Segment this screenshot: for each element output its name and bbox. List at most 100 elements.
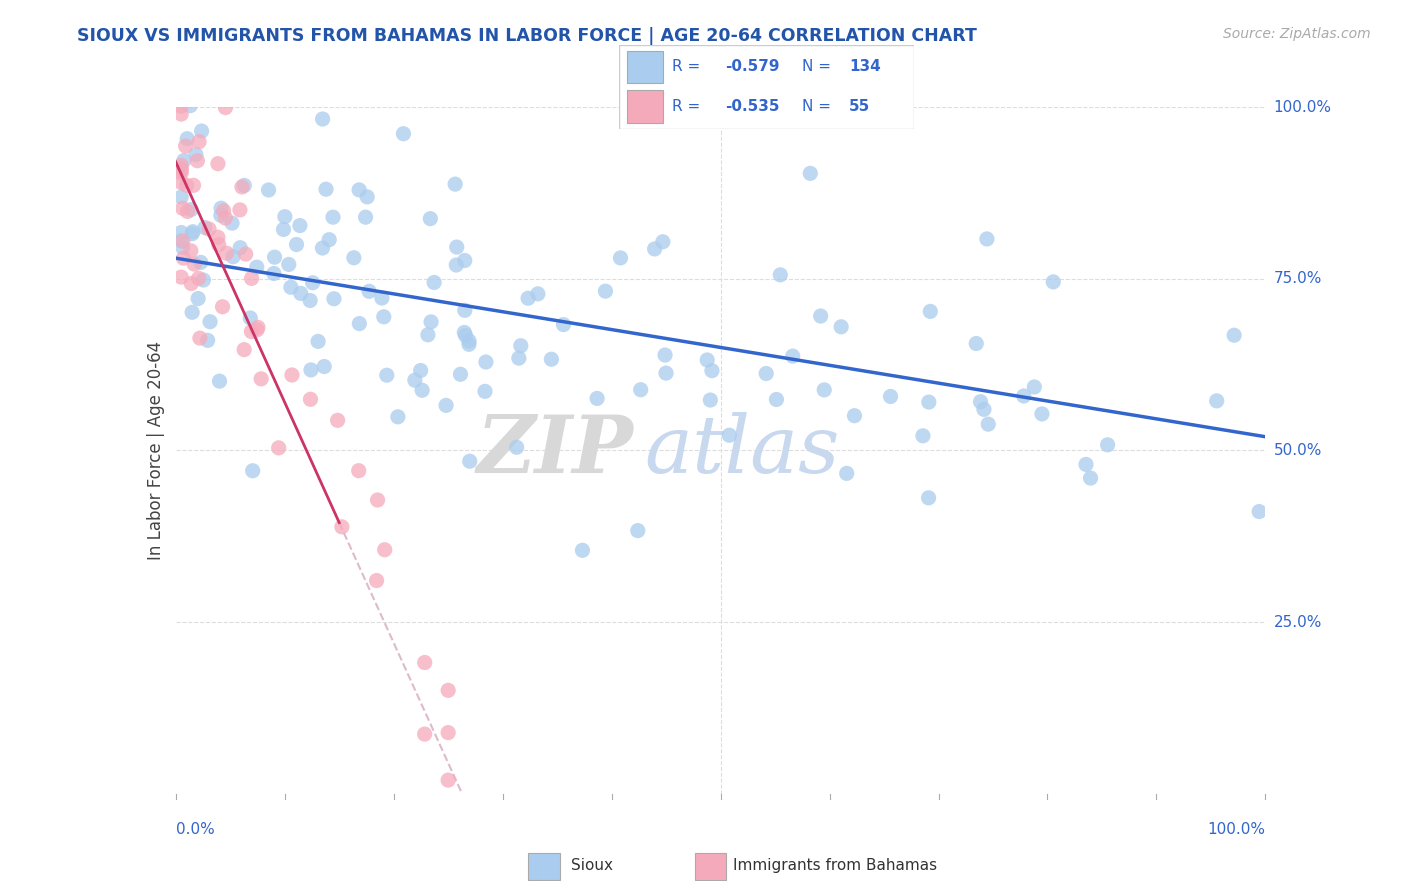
Point [277,257,299,271]
Point [437,773,460,788]
Point [273,222,295,236]
Point [318,233,340,247]
Point [356,190,378,204]
Point [211,300,233,314]
Point [285,237,308,252]
Text: 134: 134 [849,59,880,74]
Point [917,491,939,505]
Point [446,240,468,254]
Point [301,276,323,290]
Point [374,542,396,557]
FancyBboxPatch shape [627,90,664,122]
Point [235,247,257,261]
Text: 50.0%: 50.0% [1274,443,1322,458]
Point [212,203,235,218]
Point [267,441,290,455]
Y-axis label: In Labor Force | Age 20-64: In Labor Force | Age 20-64 [146,341,165,560]
Point [263,250,285,264]
Point [1249,504,1271,518]
Point [214,211,236,226]
Point [696,353,718,368]
Point [437,725,460,739]
Point [508,351,530,365]
Point [651,235,673,249]
Text: SIOUX VS IMMIGRANTS FROM BAHAMAS IN LABOR FORCE | AGE 20-64 CORRELATION CHART: SIOUX VS IMMIGRANTS FROM BAHAMAS IN LABO… [77,27,977,45]
Point [233,343,256,357]
Point [586,392,609,406]
Text: -0.535: -0.535 [725,99,779,114]
Point [246,260,269,274]
Point [765,392,787,407]
Point [1042,275,1064,289]
Point [170,107,193,121]
Point [170,99,193,113]
Point [375,368,398,383]
Point [221,216,243,230]
Text: 100.0%: 100.0% [1208,822,1265,837]
Point [609,251,631,265]
Point [392,127,415,141]
Point [330,520,353,534]
Point [172,240,194,254]
Point [323,292,346,306]
Point [209,201,232,215]
Point [229,241,252,255]
Point [222,250,245,264]
Point [976,232,998,246]
Point [170,270,193,285]
Point [444,177,467,191]
Point [413,656,436,670]
Point [280,280,302,294]
Point [1031,407,1053,421]
Point [229,202,252,217]
Point [180,277,202,291]
Point [246,320,269,334]
Point [208,374,231,388]
Point [1080,471,1102,485]
Point [180,66,202,80]
Point [527,286,550,301]
Point [835,467,858,481]
Text: 0.0%: 0.0% [176,822,215,837]
Text: 100.0%: 100.0% [1274,100,1331,114]
Text: Immigrants from Bahamas: Immigrants from Bahamas [733,858,936,873]
Point [373,310,395,324]
Point [446,258,468,272]
Point [288,219,311,233]
Point [170,163,193,178]
Point [172,235,194,249]
Point [571,543,593,558]
Text: -0.579: -0.579 [725,59,779,74]
Point [718,428,741,442]
Point [208,237,231,252]
Point [879,389,901,403]
Point [187,271,209,285]
Point [413,727,436,741]
Text: ZIP: ZIP [477,412,633,489]
Point [170,161,193,176]
Point [172,202,194,216]
Point [180,202,202,217]
Point [354,210,377,224]
Point [198,315,221,329]
Point [454,253,477,268]
Point [595,284,617,298]
FancyBboxPatch shape [627,51,664,83]
Point [654,348,676,362]
Point [553,318,575,332]
Point [184,147,207,161]
Point [969,394,991,409]
Point [1205,393,1227,408]
Point [627,524,650,538]
Point [214,101,236,115]
Point [454,303,477,318]
Point [194,220,217,235]
Point [973,402,995,417]
Point [920,304,942,318]
Point [299,293,322,308]
Point [311,241,333,255]
Point [172,251,194,265]
Point [458,334,481,348]
Point [246,323,269,337]
Point [755,367,778,381]
